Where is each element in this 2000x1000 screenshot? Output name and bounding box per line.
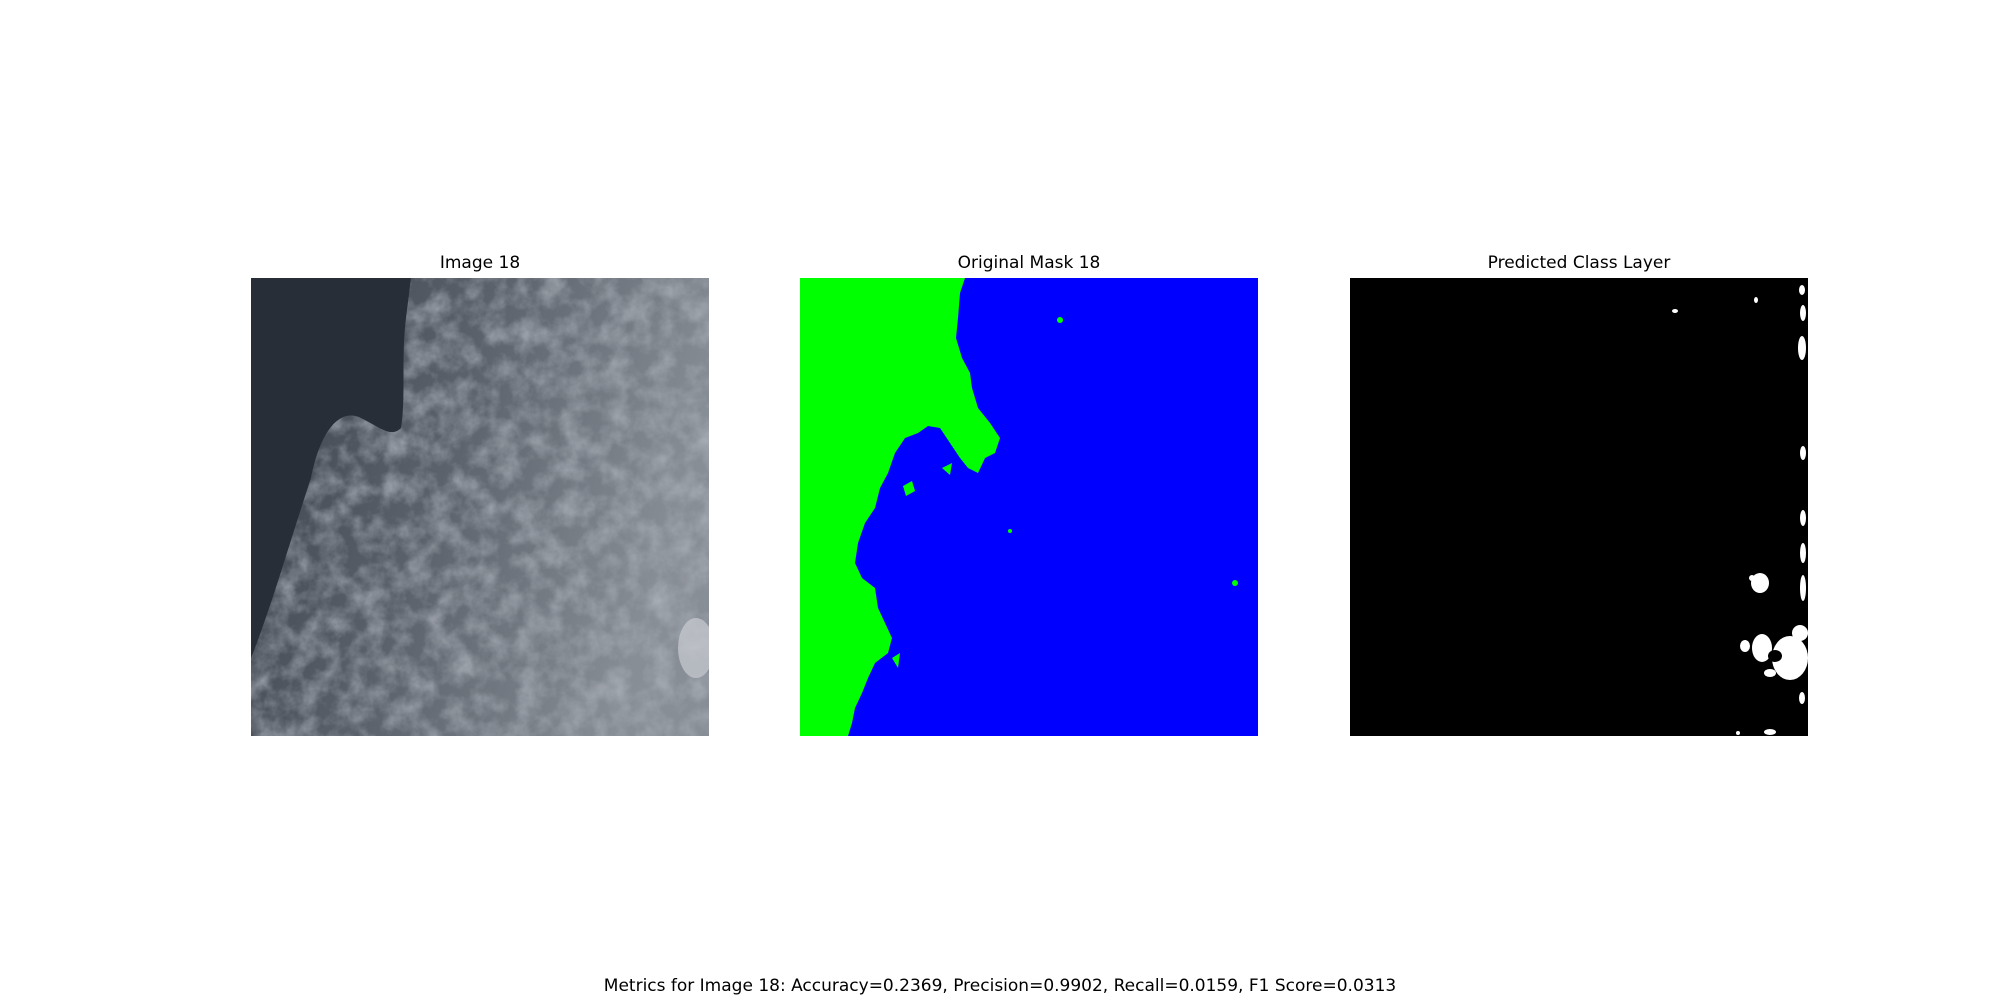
- satellite-image: [251, 278, 709, 736]
- image-title: Image 18: [439, 253, 521, 273]
- metrics-summary: Metrics for Image 18: Accuracy=0.2369, P…: [603, 976, 1397, 996]
- predicted-class-layer: [1350, 278, 1808, 736]
- segmentation-mask: [800, 278, 1258, 736]
- mask-title: Original Mask 18: [957, 253, 1101, 273]
- prediction-title: Predicted Class Layer: [1487, 253, 1671, 273]
